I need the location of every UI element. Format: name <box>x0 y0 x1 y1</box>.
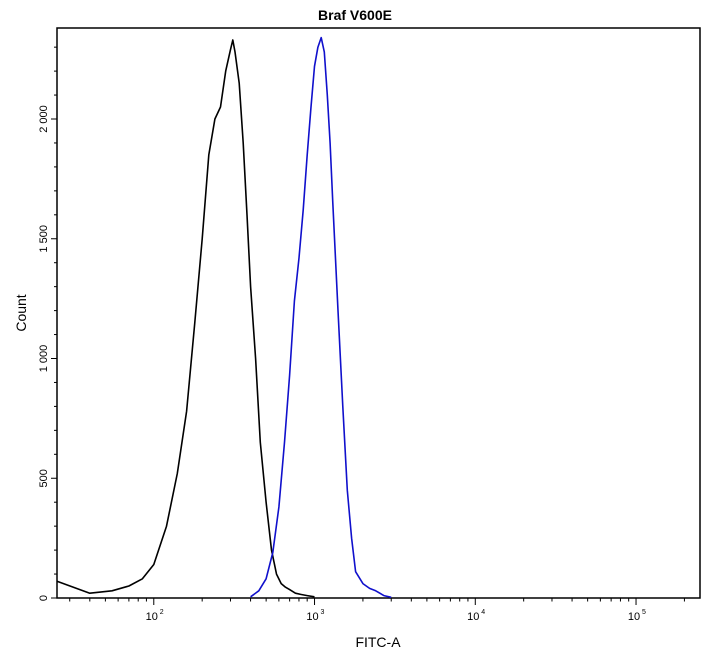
chart-title: Braf V600E <box>318 7 392 23</box>
x-tick-exponent: 3 <box>321 609 325 616</box>
x-tick-label: 10 <box>306 611 318 623</box>
x-tick-exponent: 4 <box>481 609 485 616</box>
series-line-2 <box>250 36 392 599</box>
y-axis: 0 500 1 000 1 500 2 000 <box>38 46 57 601</box>
x-axis-label: FITC-A <box>355 634 401 650</box>
x-tick-label: 10 <box>146 611 158 623</box>
x-axis: 10 2 10 3 10 4 10 5 <box>69 598 685 623</box>
y-tick-label: 0 <box>38 595 50 601</box>
x-tick-exponent: 2 <box>160 609 164 616</box>
y-tick-label: 500 <box>38 469 50 487</box>
y-axis-label: Count <box>13 294 29 331</box>
x-tick-exponent: 5 <box>642 609 646 616</box>
y-tick-label: 1 000 <box>38 345 50 373</box>
series-line-1 <box>56 39 315 598</box>
plot-frame <box>56 27 701 599</box>
series-layer <box>56 36 392 599</box>
y-tick-label: 2 000 <box>38 105 50 133</box>
y-tick-label: 1 500 <box>38 225 50 253</box>
x-tick-label: 10 <box>467 611 479 623</box>
x-tick-label: 10 <box>628 611 640 623</box>
